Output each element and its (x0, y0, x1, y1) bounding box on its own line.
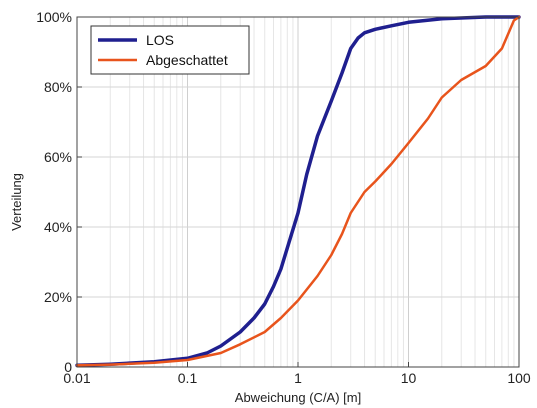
x-tick-label: 10 (401, 370, 417, 386)
x-tick-label: 100 (507, 370, 531, 386)
y-tick-label: 60% (44, 149, 72, 165)
series-line-abgeschattet (75, 15, 521, 367)
y-tick-label: 0 (64, 359, 72, 375)
x-tick-label: 0.01 (63, 370, 90, 386)
legend-label-abgeschattet: Abgeschattet (146, 52, 228, 68)
legend: LOS Abgeschattet (90, 25, 250, 75)
x-tick-label: 0.1 (178, 370, 198, 386)
y-axis-label: Verteilung (9, 173, 24, 231)
tick-layer: 0.01 0.1 1 10 100 0 20% 40% 60% 80% 100% (36, 9, 531, 386)
y-tick-label: 20% (44, 289, 72, 305)
y-tick-label: 40% (44, 219, 72, 235)
y-tick-label: 100% (36, 9, 72, 25)
minor-grid (109, 17, 515, 367)
y-tick-label: 80% (44, 79, 72, 95)
x-tick-label: 1 (294, 370, 302, 386)
series-line-los (75, 15, 521, 368)
series-layer (75, 15, 521, 368)
x-axis-label: Abweichung (C/A) [m] (235, 390, 361, 405)
legend-label-los: LOS (146, 32, 174, 48)
legend-box (90, 25, 250, 75)
